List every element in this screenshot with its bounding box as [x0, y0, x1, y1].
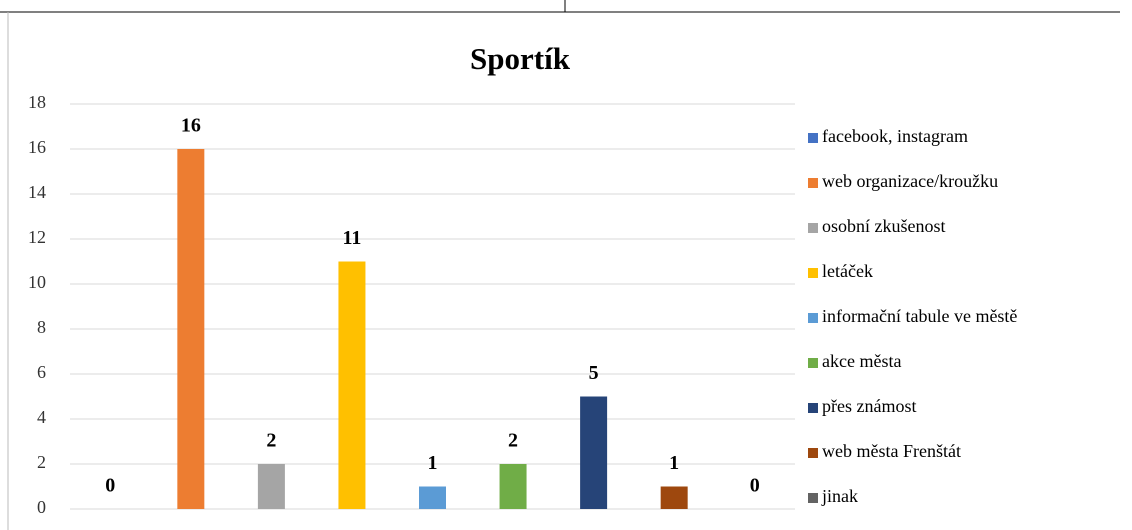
bar: [419, 486, 446, 509]
y-tick-label: 8: [37, 317, 46, 337]
legend-swatch: [808, 133, 818, 143]
y-tick-label: 6: [37, 362, 46, 382]
legend-label: informační tabule ve městě: [822, 306, 1017, 326]
legend-swatch: [808, 223, 818, 233]
value-label: 2: [508, 430, 518, 452]
legend-label: přes známost: [822, 396, 916, 416]
value-label: 16: [181, 115, 201, 137]
legend-label: osobní zkušenost: [822, 216, 946, 236]
y-tick-label: 16: [28, 137, 46, 157]
y-tick-label: 10: [28, 272, 46, 292]
value-label: 11: [342, 227, 361, 249]
legend-swatch: [808, 178, 818, 188]
value-label: 2: [266, 430, 276, 452]
legend-swatch: [808, 358, 818, 368]
bar: [580, 396, 608, 509]
value-label: 5: [589, 362, 599, 384]
bar: [499, 464, 527, 509]
value-label: 0: [750, 475, 760, 497]
legend-label: letáček: [822, 261, 873, 281]
chart-title: Sportík: [470, 41, 571, 76]
y-tick-label: 2: [37, 452, 46, 472]
y-tick-label: 0: [37, 497, 46, 517]
legend-label: web města Frenštát: [822, 441, 961, 461]
y-tick-label: 12: [28, 227, 46, 247]
value-label: 1: [428, 452, 438, 474]
bar: [177, 149, 205, 509]
legend-swatch: [808, 448, 818, 458]
legend-label: facebook, instagram: [822, 126, 968, 146]
legend-swatch: [808, 268, 818, 278]
legend-swatch: [808, 493, 818, 503]
legend-swatch: [808, 403, 818, 413]
bar: [257, 464, 285, 509]
legend-label: akce města: [822, 351, 901, 371]
y-tick-label: 14: [28, 182, 46, 202]
y-tick-label: 18: [28, 92, 46, 112]
value-label: 0: [105, 475, 115, 497]
legend-label: web organizace/kroužku: [822, 171, 998, 191]
value-label: 1: [669, 452, 679, 474]
bar: [660, 486, 688, 509]
bar: [338, 261, 366, 509]
legend-label: jinak: [821, 486, 858, 506]
legend-swatch: [808, 313, 818, 323]
y-tick-label: 4: [37, 407, 46, 427]
